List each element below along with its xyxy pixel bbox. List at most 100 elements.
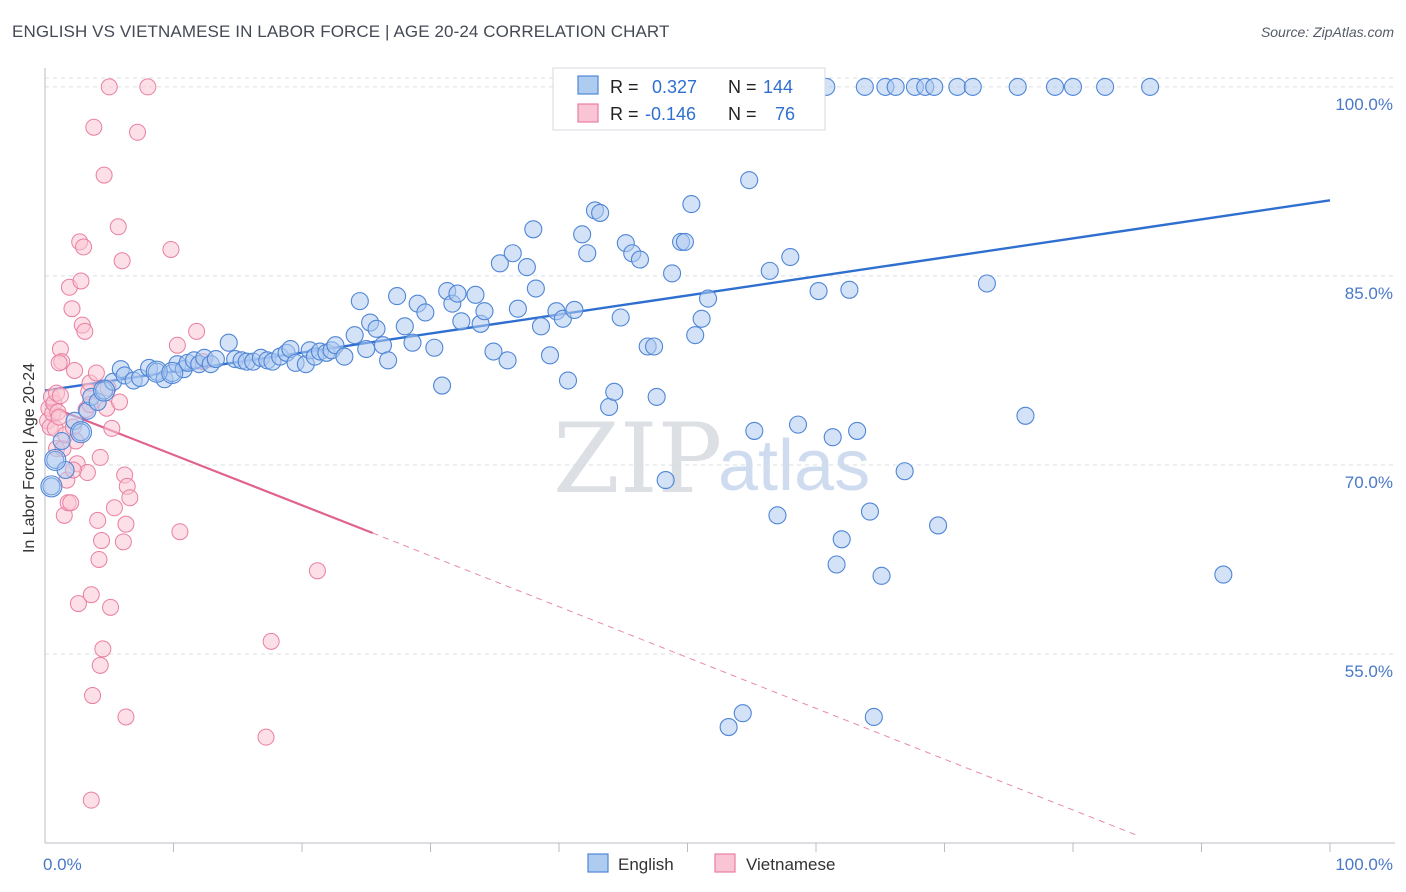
y-tick-label: 85.0% [1345,284,1393,303]
english-point [498,351,517,370]
english-point [403,333,422,352]
english-point [490,254,509,273]
vietnamese-point [50,408,68,426]
english-point [379,351,398,370]
vietnamese-point [129,123,147,141]
vietnamese-point [89,511,107,529]
english-point [630,250,650,269]
vietnamese-point [62,494,80,512]
vietnamese-point [139,78,157,96]
english-point [373,336,393,355]
vietnamese-point [103,419,121,437]
source-label: Source: ZipAtlas.com [1260,24,1394,40]
vietnamese-point [102,598,120,616]
vietnamese-point [87,364,105,382]
english-point [1214,565,1233,584]
trend-lines [44,199,1331,836]
english-point [1063,77,1083,96]
bottom-legend-vietnamese-swatch [714,853,736,873]
english-point [335,347,354,366]
english-point [1096,77,1115,96]
bottom-legend: English Vietnamese [587,853,835,874]
english-point [388,287,407,306]
english-point [591,203,610,222]
english-point [219,333,238,352]
vietnamese-point [50,354,68,372]
english-point [781,247,800,267]
english-r-value: 0.327 [652,77,697,97]
watermark-zip: ZIP [553,403,722,515]
vietnamese-point [114,533,132,551]
stats-legend: R = 0.327 N = 144 R = -0.146 N = 76 [552,67,826,131]
english-point [656,471,675,490]
english-point [350,292,369,311]
english-point [745,421,764,440]
english-point [565,300,584,320]
english-point [895,462,914,481]
vietnamese-n-label: N = [728,104,757,124]
english-point [206,350,225,369]
english-point [452,312,471,331]
english-point [768,506,787,525]
bottom-legend-english-swatch [587,853,609,873]
english-point [484,342,503,361]
english-point [855,77,874,96]
vietnamese-point [90,550,108,568]
english-point [475,302,494,321]
english-point [832,530,851,549]
vietnamese-point [63,300,81,318]
vietnamese-point [121,489,139,507]
vietnamese-point [117,515,135,533]
english-point-cluster [44,448,67,471]
vietnamese-point [94,640,112,658]
english-point [578,244,597,263]
english-point [864,707,883,727]
vietnamese-point [82,586,100,604]
vietnamese-trend-line [44,403,374,535]
english-point [860,502,880,521]
english-point [788,415,808,434]
watermark-atlas: atlas [718,426,870,506]
english-point [682,195,701,214]
english-point [645,337,664,356]
vietnamese-point [100,78,118,96]
english-point [1016,406,1035,425]
english-point [663,264,682,283]
english-point [600,397,619,417]
english-point [524,220,543,239]
vietnamese-r-label: R = [610,104,639,124]
english-point [52,431,71,451]
vietnamese-point [76,322,94,340]
english-point [963,77,982,96]
bottom-legend-vietnamese-label: Vietnamese [746,855,835,874]
vietnamese-point [85,118,103,136]
vietnamese-r-value: -0.146 [645,104,696,124]
english-point [977,274,996,293]
english-point [367,319,386,338]
english-point [929,516,948,535]
tick-labels: 55.0% 70.0% 85.0% 100.0% 0.0% 100.0% [43,95,1393,874]
english-point [508,299,527,318]
english-n-label: N = [728,77,757,97]
y-tick-label: 70.0% [1345,473,1393,492]
vietnamese-point [66,361,84,379]
data-points [39,77,1233,809]
english-n-value: 144 [763,77,793,97]
english-point [433,376,452,395]
english-point [1141,77,1160,96]
vietnamese-point [93,532,111,550]
english-point [733,704,752,723]
vietnamese-point [109,218,127,236]
y-tick-label: 55.0% [1345,662,1393,681]
english-point [827,555,846,574]
vietnamese-point [78,464,96,482]
english-point [1045,77,1065,96]
english-point [345,326,364,345]
vietnamese-point [51,387,69,405]
english-point [573,225,592,244]
vietnamese-point [75,238,93,256]
vietnamese-n-value: 76 [775,104,795,124]
english-point [1008,77,1027,96]
vietnamese-point [69,595,87,613]
